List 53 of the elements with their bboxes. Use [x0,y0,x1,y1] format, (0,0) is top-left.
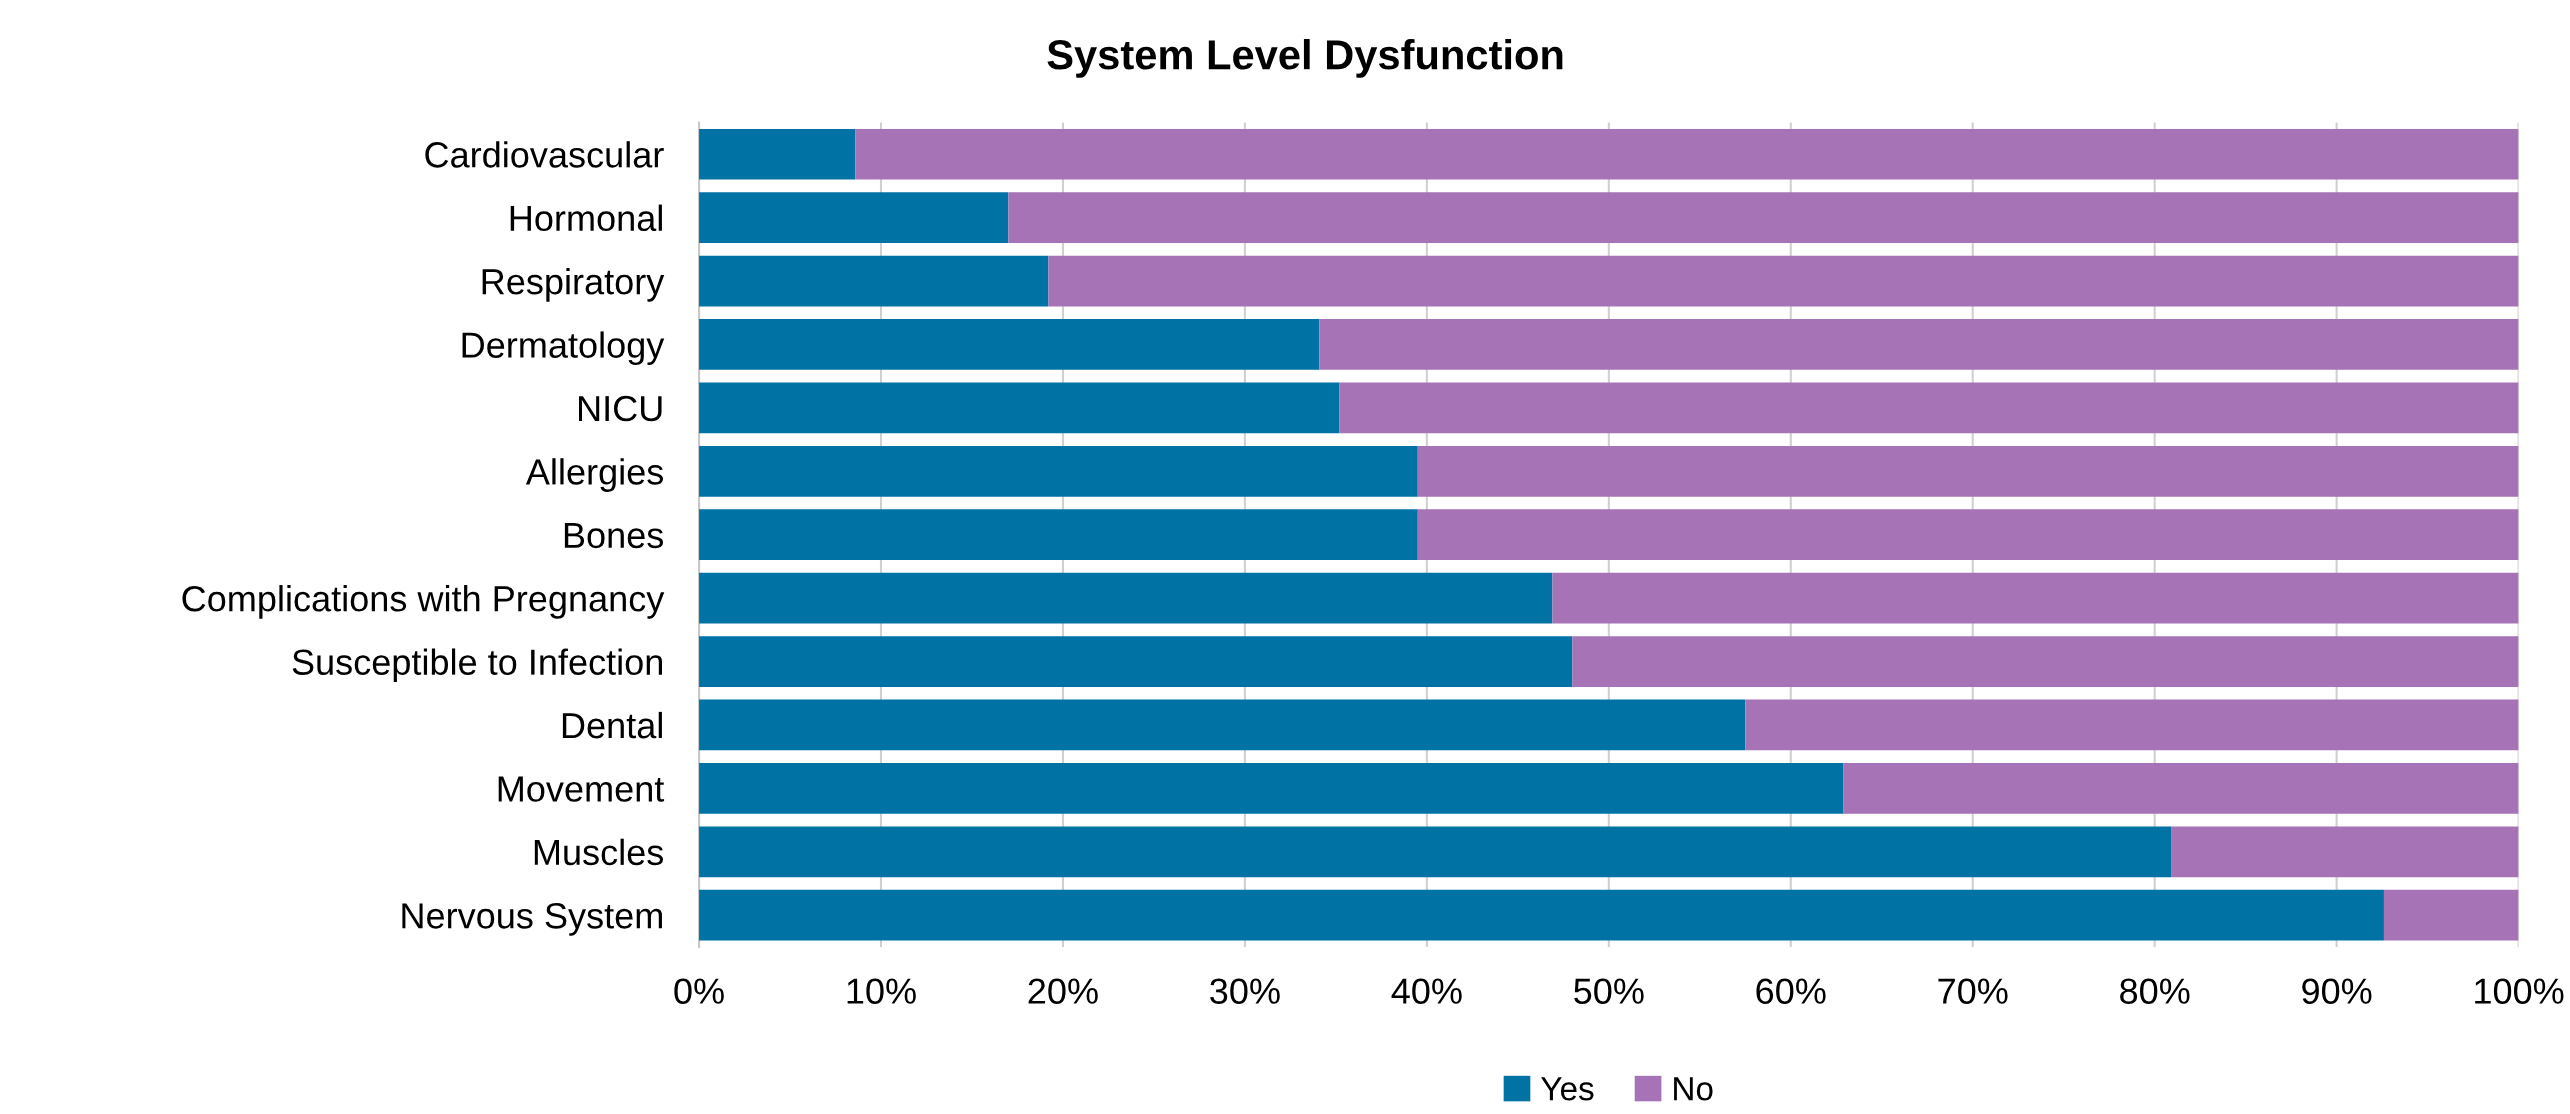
bar [2383,889,2519,941]
bar [699,572,1553,624]
y-tick-label: Complications with Pregnancy [182,585,665,619]
bar [699,509,1418,561]
bar [1843,763,2519,814]
y-tick-label: Respiratory [482,267,665,302]
x-tick-label: 60% [1756,978,1826,1004]
y-tick-label: Hormonal [510,204,662,232]
bar [699,445,1418,497]
bar [1745,699,2519,751]
x-tick-label: 20% [1028,978,1098,1004]
bar [1339,382,2519,434]
bar [699,382,1340,434]
bar [1417,445,2519,497]
bar [1552,572,2519,624]
bar [2171,826,2519,878]
bar [1319,319,2519,370]
x-tick-label: 0% [674,978,724,1004]
bar [1572,636,2519,687]
bar [699,699,1746,751]
x-tick-label: 30% [1210,978,1280,1004]
x-tick-label: 90% [2302,978,2372,1004]
x-tick-label: 70% [1938,978,2008,1004]
bar [699,255,1049,307]
x-tick-label: 40% [1391,978,1462,1004]
x-tick-label: 10% [847,978,916,1004]
bar [699,889,2384,941]
legend-label: No [1674,1077,1713,1101]
legend-label: Yes [1541,1077,1594,1101]
y-tick-label: Allergies [525,458,664,492]
x-tick-label: 80% [2120,978,2190,1004]
y-tick-label: Muscles [534,838,664,866]
y-tick-label: Nervous System [402,903,662,936]
y-tick-label: Susceptible to Infection [292,648,662,683]
y-tick-label: NICU [579,395,662,422]
bar [699,192,1009,244]
y-tick-label: Dermatology [462,331,665,366]
bar [699,826,2172,878]
chart-title: System Level Dysfunction [1047,38,1563,78]
y-tick-label: Bones [564,522,664,549]
bar [1048,255,2519,307]
x-tick-label: 50% [1574,978,1644,1004]
bar [699,636,1573,687]
bar [699,319,1320,370]
bar [855,128,2519,180]
bar [1008,192,2519,244]
bar [699,128,856,180]
y-tick-label: Dental [562,711,662,739]
bar [699,763,1844,814]
bar [1417,509,2519,561]
y-tick-label: Cardiovascular [425,141,664,168]
y-tick-label: Movement [498,776,665,802]
x-tick-label: 100% [2475,978,2564,1004]
